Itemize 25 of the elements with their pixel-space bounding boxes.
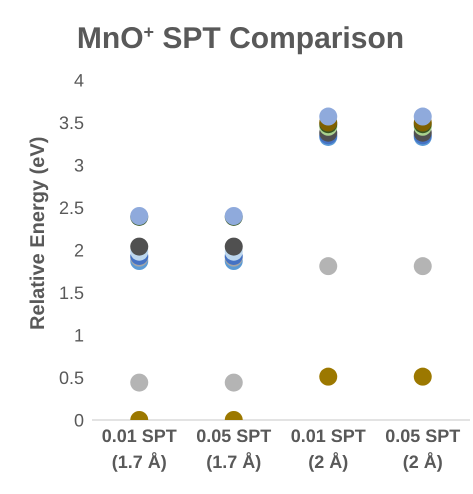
y-tick-label: 2.5 (58, 198, 84, 218)
y-tick-label: 0.5 (58, 368, 84, 388)
point (414, 108, 432, 126)
y-tick-label: 0 (74, 410, 84, 430)
point (130, 238, 148, 256)
x-tick-label: 0.01 SPT (2 Å) (290, 426, 366, 472)
y-tick-label: 3.5 (58, 112, 84, 133)
y-tick-label: 2 (74, 240, 84, 260)
point (224, 374, 243, 392)
y-tick-label: 4 (74, 70, 84, 90)
point (130, 374, 148, 392)
point (414, 257, 432, 276)
x-tick-label: 0.05 SPT (2 Å) (385, 426, 460, 472)
y-tick-label: 1 (74, 325, 84, 346)
y-tick-label: 3 (74, 155, 84, 176)
x-tick-label: 0.01 SPT (1.7 Å) (102, 426, 177, 472)
chart-title: MnO$^{+}$ SPT Comparison (76, 22, 404, 55)
point (319, 257, 338, 276)
y-tick-label: 1.5 (58, 282, 84, 303)
point (319, 108, 338, 126)
x-tick-label: 0.05 SPT (1.7 Å) (196, 426, 272, 472)
point (319, 368, 338, 386)
y-axis-title: Relative Energy (eV) (27, 136, 50, 330)
point (224, 238, 243, 256)
point (414, 368, 432, 386)
